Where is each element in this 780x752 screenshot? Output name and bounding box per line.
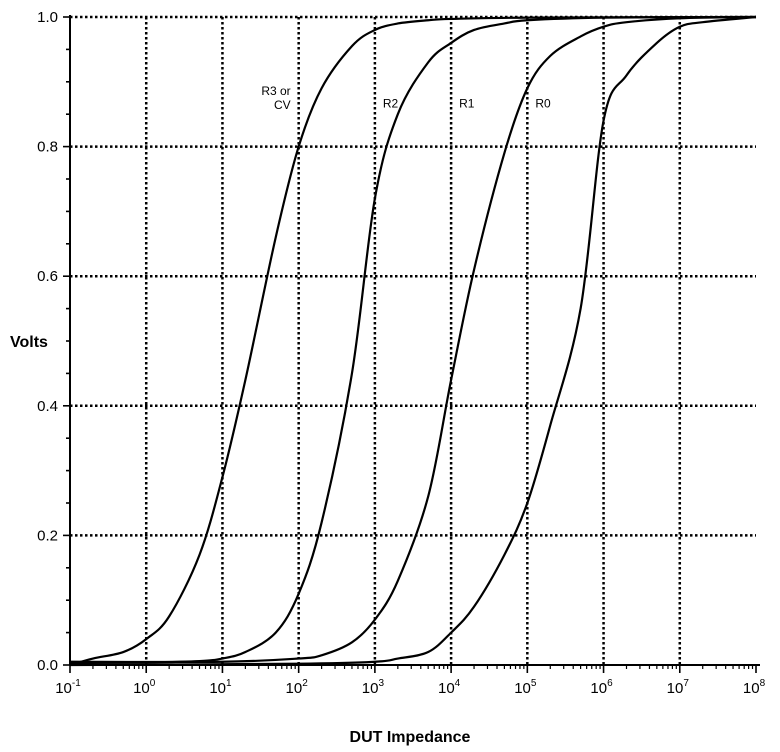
- x-tick-label: 108: [743, 678, 766, 697]
- x-tick-label: 104: [438, 678, 461, 697]
- series-line-r3-or-cv: [69, 15, 757, 667]
- series-layer: [69, 15, 757, 667]
- series-line-r0: [69, 15, 757, 667]
- series-label-line: R2: [383, 97, 399, 111]
- series-label-line: R1: [459, 97, 475, 111]
- label-layer: R3 or CV R2 R1 R0: [261, 84, 551, 112]
- x-tick-base: 10: [514, 680, 531, 697]
- series-line-r2: [69, 15, 757, 665]
- y-tick-label: 0.8: [37, 139, 58, 156]
- x-tick-label: 100: [133, 678, 156, 697]
- x-tick-exponent: 7: [683, 678, 689, 689]
- series-label-r3-or-cv: R3 or CV: [261, 84, 290, 112]
- x-tick-exponent: 0: [150, 678, 156, 689]
- series-line-r1: [69, 15, 757, 664]
- y-tick-label: 0.2: [37, 527, 58, 544]
- series-label-r1: R1: [459, 97, 475, 111]
- x-tick-exponent: 4: [455, 678, 461, 689]
- series-label-line: CV: [274, 98, 291, 112]
- x-tick-base: 10: [590, 680, 607, 697]
- series-label-line: R3 or: [261, 84, 290, 98]
- x-tick-label: 106: [590, 678, 613, 697]
- x-tick-exponent: 6: [607, 678, 613, 689]
- series-label-line: R0: [535, 97, 551, 111]
- x-tick-exponent: 2: [302, 678, 308, 689]
- x-tick-base: 10: [133, 680, 150, 697]
- x-tick-base: 10: [209, 680, 226, 697]
- x-tick-exponent: 1: [226, 678, 232, 689]
- x-tick-base: 10: [438, 680, 455, 697]
- series-label-r2: R2: [383, 97, 399, 111]
- x-axis-title: DUT Impedance: [350, 729, 471, 746]
- y-axis-title: Volts: [10, 334, 48, 351]
- x-tick-base: 10: [667, 680, 684, 697]
- x-tick-label: 10-1: [55, 678, 81, 697]
- x-tick-base: 10: [362, 680, 379, 697]
- x-tick-label: 105: [514, 678, 537, 697]
- x-tick-label: 101: [209, 678, 232, 697]
- y-tick-label: 0.6: [37, 268, 58, 285]
- x-tick-base: 10: [743, 680, 760, 697]
- y-tick-label: 1.0: [37, 9, 58, 26]
- series-label-r0: R0: [535, 97, 551, 111]
- x-tick-label: 103: [362, 678, 385, 697]
- y-tick-label: 0.4: [37, 398, 58, 415]
- y-tick-label: 0.0: [37, 657, 58, 674]
- x-tick-label: 107: [667, 678, 690, 697]
- x-tick-base: 10: [286, 680, 303, 697]
- x-tick-label: 102: [286, 678, 309, 697]
- x-tick-base: 10: [55, 680, 72, 697]
- x-tick-exponent: 3: [378, 678, 384, 689]
- x-tick-exponent: 8: [760, 678, 766, 689]
- x-tick-exponent: -1: [72, 678, 81, 689]
- x-tick-exponent: 5: [531, 678, 537, 689]
